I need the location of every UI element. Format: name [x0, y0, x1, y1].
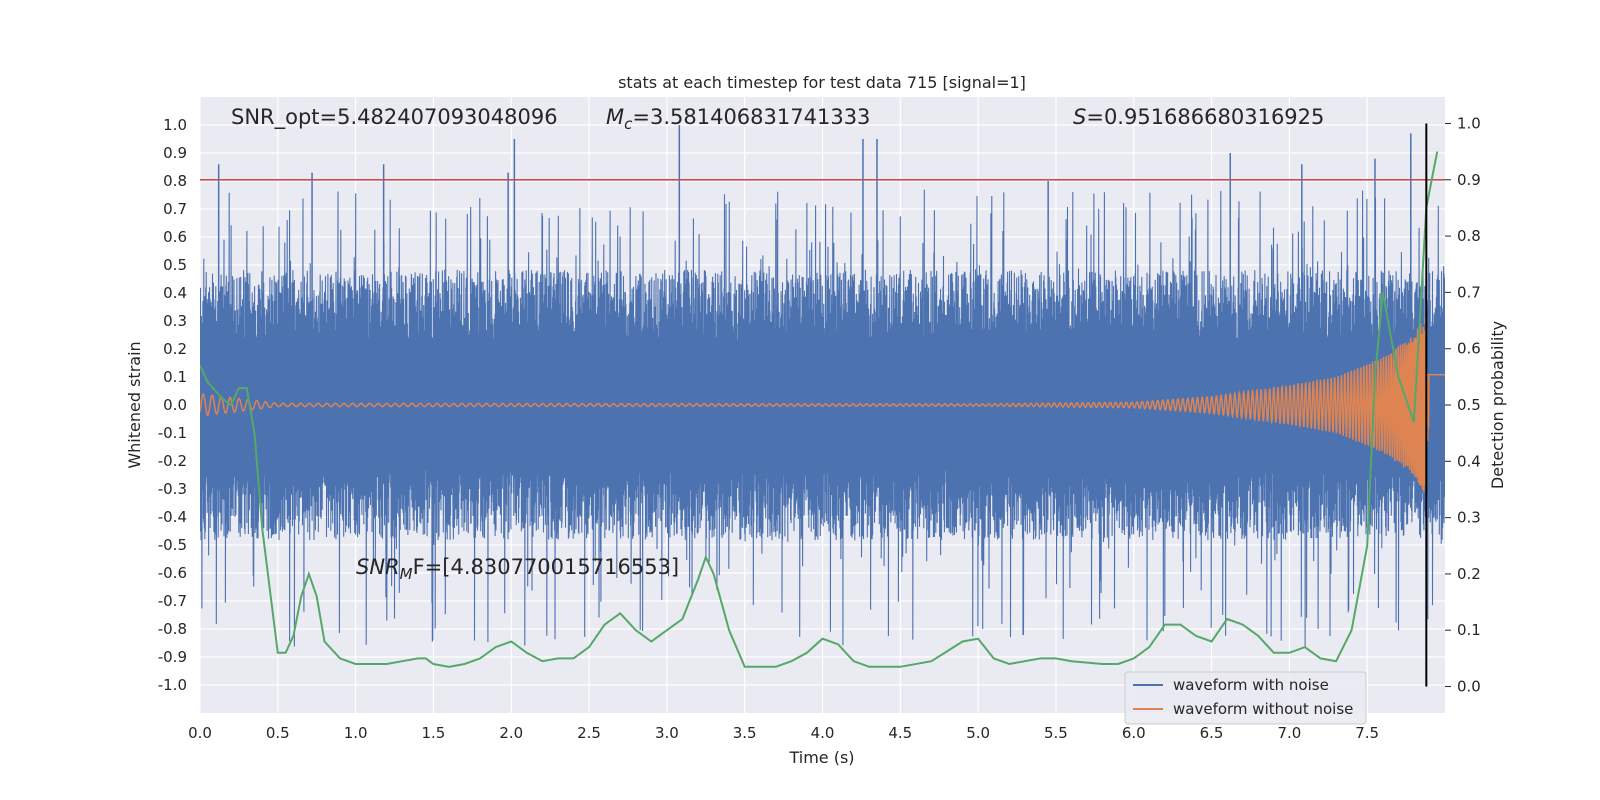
y-tick-label: -0.9: [158, 648, 187, 666]
annotation-s-value: S=0.951686680316925: [1073, 105, 1324, 129]
annotation-snr-mf-subscript: M: [400, 565, 413, 583]
annotation-chirp-mass: Mc=3.581406831741333: [606, 105, 870, 133]
right-y-tick-label: 0.7: [1457, 283, 1481, 301]
right-y-tick-label: 0.4: [1457, 452, 1481, 470]
x-tick-label: 0.5: [266, 724, 290, 742]
x-tick-label: 5.0: [966, 724, 990, 742]
y-axis-title: Whitened strain: [125, 341, 144, 468]
right-y-tick-label: 0.2: [1457, 565, 1481, 583]
right-y-tick-label: 1.0: [1457, 114, 1481, 132]
y-tick-label: -1.0: [158, 676, 187, 694]
right-y-tick-label: 0.3: [1457, 509, 1481, 527]
y-tick-label: 0.9: [163, 144, 187, 162]
x-tick-label: 6.5: [1200, 724, 1224, 742]
legend-box: [1124, 671, 1367, 725]
annotation-chirp-mass-subscript: c: [624, 115, 633, 133]
clean-waveform-line: [200, 317, 1445, 495]
x-axis-ticks: 0.0 0.5 1.0 1.5 2.0 2.5 3.0 3.5 4.0 4.5 5.0 5.5 6.0 6…: [188, 724, 1379, 742]
x-tick-label: 0.0: [188, 724, 212, 742]
annotation-snr-mf-symbol: SNR: [356, 555, 400, 579]
right-y-tick-label: 0.1: [1457, 621, 1481, 639]
annotation-s-symbol: S: [1073, 105, 1086, 129]
annotation-snr-mf-value: F=[4.830770015716553]: [413, 555, 680, 579]
detection-probability-series: [200, 151, 1439, 668]
y-tick-label: -0.1: [158, 424, 187, 442]
x-axis-title: Time (s): [788, 748, 854, 767]
annotation-chirp-mass-value: =3.581406831741333: [632, 105, 870, 129]
clean-waveform-series: [200, 317, 1445, 495]
right-y-tick-label: 0.9: [1457, 171, 1481, 189]
y-tick-label: 0.5: [163, 256, 187, 274]
right-y-tick-label: 0.5: [1457, 396, 1481, 414]
y-tick-label: 0.6: [163, 228, 187, 246]
annotation-snr-opt: SNR_opt=5.482407093048096: [231, 105, 558, 130]
x-tick-label: 2.5: [577, 724, 601, 742]
x-tick-label: 5.5: [1044, 724, 1068, 742]
annotation-s-number: =0.951686680316925: [1086, 105, 1324, 129]
x-tick-label: 7.0: [1277, 724, 1301, 742]
y-tick-label: -0.3: [158, 480, 187, 498]
y-tick-label: 0.2: [163, 340, 187, 358]
annotation-snr-mf: SNRMF=[4.830770015716553]: [356, 555, 679, 583]
noise-waveform-line: [200, 189, 1445, 647]
y-axis-ticks: 1.0 0.9 0.8 0.7 0.6 0.5 0.4 0.3 0.2 0.1 0.0 -0.1 -0.…: [158, 116, 187, 694]
y-tick-label: -0.4: [158, 508, 187, 526]
x-tick-label: 1.5: [422, 724, 446, 742]
x-tick-label: 1.0: [344, 724, 368, 742]
right-y-tick-label: 0.0: [1457, 678, 1481, 696]
y-tick-label: -0.6: [158, 564, 187, 582]
x-tick-label: 6.0: [1122, 724, 1146, 742]
y-tick-label: 0.3: [163, 312, 187, 330]
y-tick-label: 0.4: [163, 284, 187, 302]
y-tick-label: -0.5: [158, 536, 187, 554]
y-tick-label: -0.7: [158, 592, 187, 610]
legend-label-clean: waveform without noise: [1173, 700, 1353, 718]
y-tick-label: 0.7: [163, 200, 187, 218]
right-y-tick-label: 0.8: [1457, 227, 1481, 245]
x-tick-label: 2.0: [499, 724, 523, 742]
y-tick-label: 0.8: [163, 172, 187, 190]
right-y-axis-ticks: 1.0 0.9 0.8 0.7 0.6 0.5 0.4 0.3 0.2 0.1 0.0: [1445, 114, 1481, 696]
x-tick-label: 4.0: [811, 724, 835, 742]
y-tick-label: 1.0: [163, 116, 187, 134]
right-y-axis-title: Detection probability: [1488, 321, 1507, 489]
y-tick-label: 0.1: [163, 368, 187, 386]
y-tick-label: 0.0: [163, 396, 187, 414]
detection-probability-line: [200, 151, 1439, 668]
y-tick-label: -0.2: [158, 452, 187, 470]
legend-label-noise: waveform with noise: [1173, 676, 1329, 694]
y-tick-label: -0.8: [158, 620, 187, 638]
legend: waveform with noise waveform without noi…: [1124, 671, 1367, 725]
annotation-chirp-mass-symbol: M: [606, 105, 624, 129]
right-y-tick-label: 0.6: [1457, 340, 1481, 358]
x-tick-label: 7.5: [1355, 724, 1379, 742]
x-tick-label: 3.0: [655, 724, 679, 742]
chart-title: stats at each timestep for test data 715…: [618, 73, 1026, 92]
x-tick-label: 3.5: [733, 724, 757, 742]
x-tick-label: 4.5: [888, 724, 912, 742]
